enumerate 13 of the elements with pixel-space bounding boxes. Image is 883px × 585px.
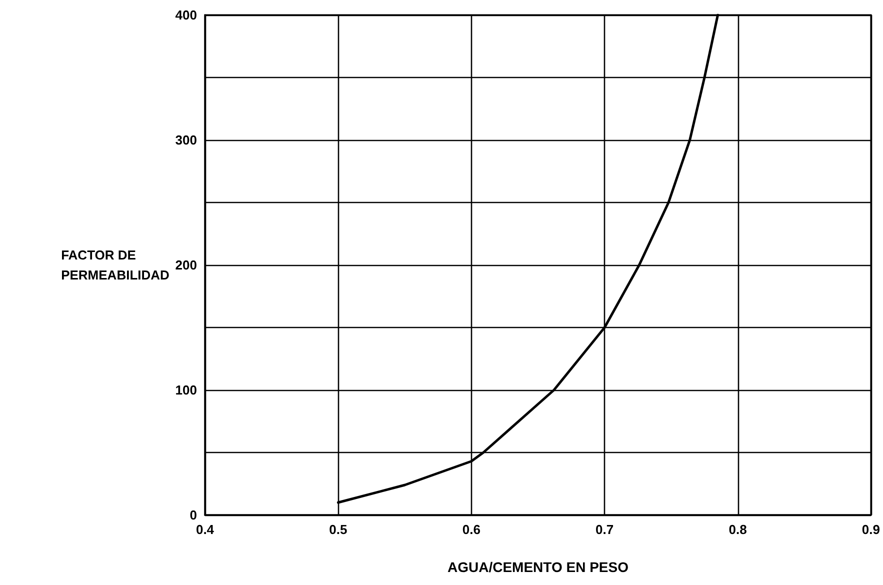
y-axis-title: FACTOR DE PERMEABILIDAD <box>61 248 170 282</box>
y-tick-label: 300 <box>175 132 197 148</box>
y-tick-label: 200 <box>175 258 197 272</box>
x-tick-label: 0.4 <box>196 522 215 537</box>
y-tick-label: 0 <box>190 508 197 522</box>
x-tick-label: 0.9 <box>862 522 880 537</box>
y-tick-label: 400 <box>175 8 197 22</box>
x-tick-label: 0.7 <box>596 522 614 537</box>
y-tick-label: 100 <box>175 382 197 398</box>
x-axis-title: AGUA/CEMENTO EN PESO <box>447 559 629 575</box>
x-tick-label: 0.8 <box>728 522 747 537</box>
x-tick-label: 0.6 <box>462 522 480 537</box>
x-tick-label: 0.5 <box>329 522 348 537</box>
